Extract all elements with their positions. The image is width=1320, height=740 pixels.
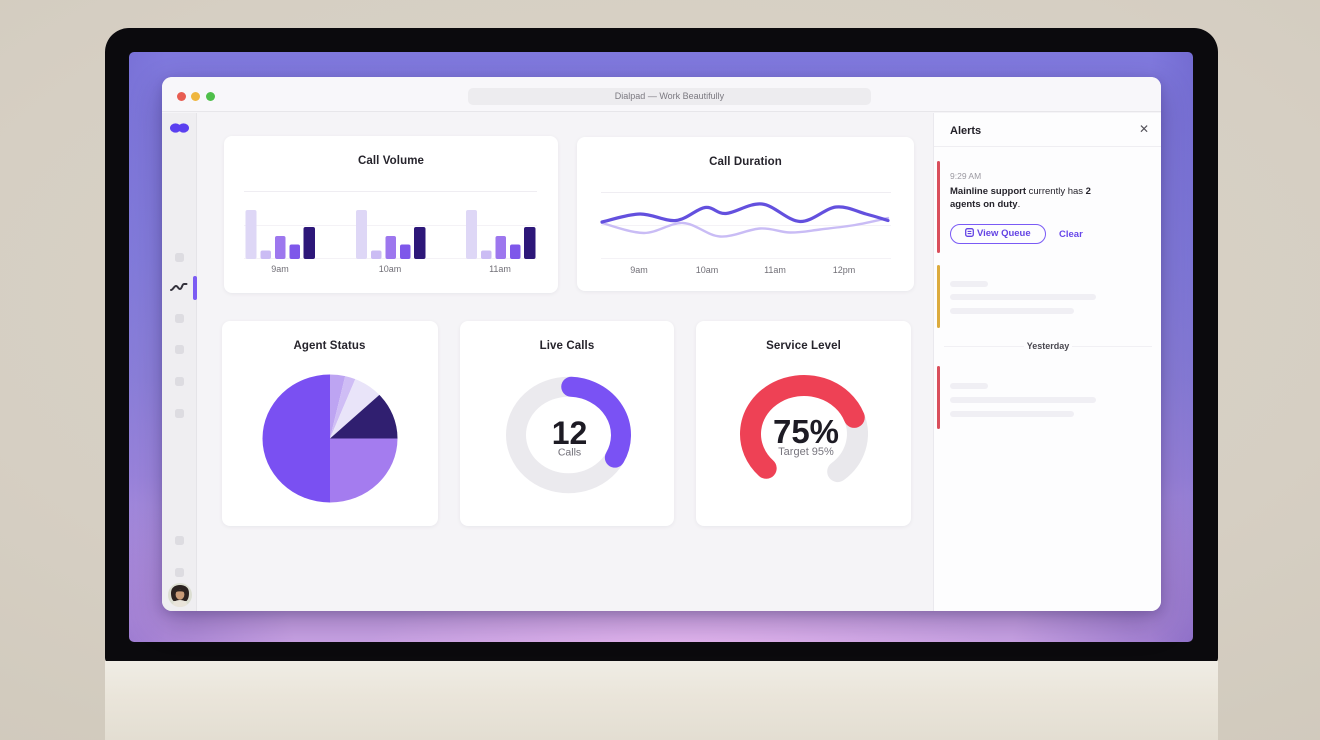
svg-text:75%: 75% bbox=[773, 413, 839, 450]
svg-text:12: 12 bbox=[552, 415, 588, 451]
svg-text:Calls: Calls bbox=[558, 447, 581, 459]
svg-text:Target 95%: Target 95% bbox=[778, 446, 834, 458]
